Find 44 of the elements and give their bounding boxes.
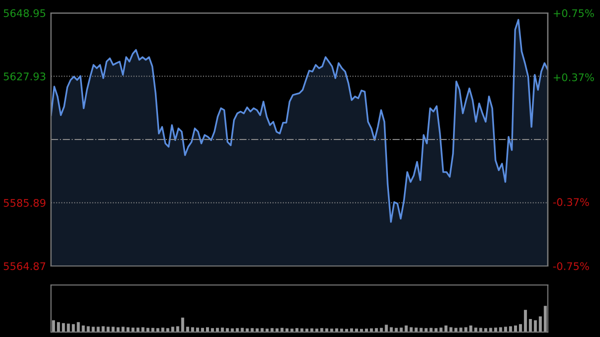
bar (305, 328, 308, 332)
bar (161, 328, 164, 332)
bar (469, 325, 472, 332)
bar (340, 328, 344, 332)
bar (196, 328, 200, 332)
bar (364, 328, 368, 332)
bar (538, 316, 542, 332)
bar (220, 328, 224, 332)
bar (524, 310, 527, 332)
bar (384, 324, 388, 332)
y-tick-label: 5585.89 (4, 198, 46, 207)
bar (131, 328, 134, 332)
bar (355, 328, 358, 332)
y-tick-label: 5627.93 (4, 72, 46, 80)
bar (66, 324, 70, 332)
bar (136, 328, 140, 332)
bar (62, 323, 65, 332)
bar (440, 328, 442, 332)
bar (82, 325, 85, 332)
bar (514, 325, 517, 332)
bar (459, 328, 462, 332)
y2-tick-label: -0.75% (553, 262, 589, 270)
bar (330, 328, 334, 332)
bar (266, 328, 269, 332)
y2-tick-label: -0.37% (553, 198, 589, 206)
bar (72, 324, 75, 332)
bar (518, 324, 522, 332)
y2-tick-label: +0.75% (554, 9, 594, 18)
bar (404, 325, 408, 332)
bar (494, 328, 498, 332)
bar (414, 328, 418, 332)
bar (544, 306, 547, 332)
bar (56, 322, 60, 332)
bar (315, 328, 318, 332)
bar (181, 318, 184, 332)
y-tick-label: 5648.95 (4, 9, 46, 18)
bar (76, 322, 80, 332)
bar (534, 320, 537, 332)
bar (528, 318, 532, 332)
y-tick-label: 5564.87 (4, 262, 46, 270)
bar (52, 320, 55, 332)
bar (444, 325, 448, 332)
bar (290, 328, 294, 332)
y2-tick-label: +0.37% (554, 73, 594, 82)
